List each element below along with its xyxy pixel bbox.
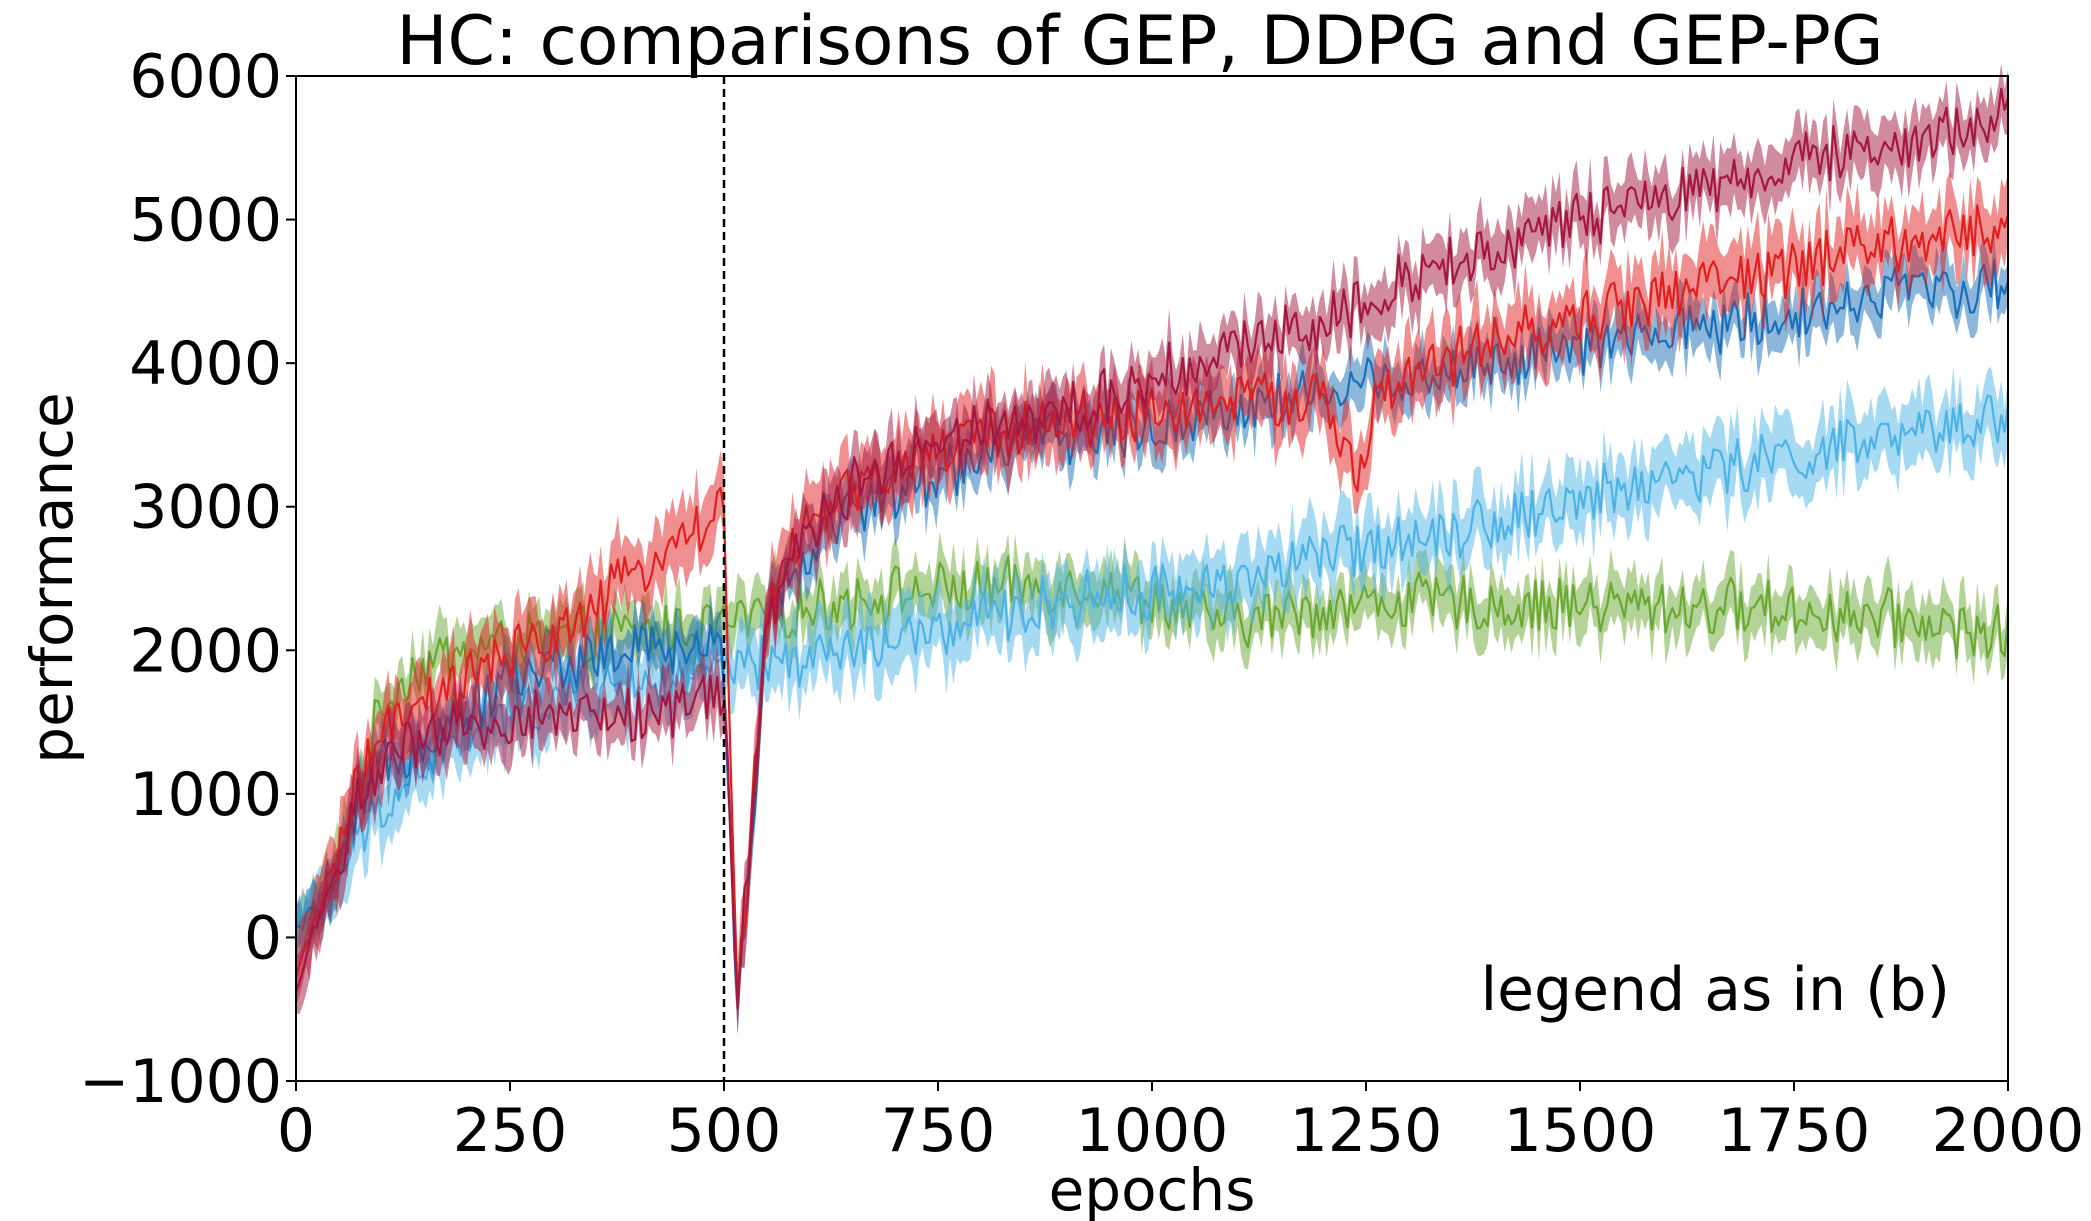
series-band-green [296,531,2008,955]
chart-title: HC: comparisons of GEP, DDPG and GEP-PG [396,2,1883,81]
x-axis-label: epochs [1049,1156,1256,1221]
x-tick-label: 250 [453,1096,568,1166]
x-tick-label: 1500 [1504,1096,1657,1166]
y-tick-label: 6000 [129,42,282,112]
y-tick-label: −1000 [79,1047,282,1117]
plot-series [294,63,2010,1037]
x-tick-label: 500 [667,1096,782,1166]
y-tick-label: 3000 [129,473,282,543]
y-tick-label: 4000 [129,329,282,399]
x-tick-label: 2000 [1932,1096,2085,1166]
x-axis-ticks: 0 250 500 750 1000 1250 1500 1750 2000 [277,1081,2084,1166]
y-axis-ticks: −1000 0 1000 2000 3000 4000 5000 6000 [79,42,296,1117]
x-tick-label: 1250 [1290,1096,1443,1166]
series-line-crimson [294,87,2010,1008]
x-tick-label: 1000 [1076,1096,1229,1166]
y-tick-label: 5000 [129,186,282,256]
series-band-light-blue [296,366,2008,965]
y-axis-label: performance [18,392,86,763]
x-tick-label: 750 [881,1096,996,1166]
legend-note: legend as in (b) [1480,955,1950,1025]
y-tick-label: 0 [244,903,282,973]
series-line-dark-blue [295,258,2010,1010]
y-tick-label: 2000 [129,616,282,686]
y-tick-label: 1000 [129,760,282,830]
x-tick-label: 0 [277,1096,315,1166]
x-tick-label: 1750 [1718,1096,1871,1166]
